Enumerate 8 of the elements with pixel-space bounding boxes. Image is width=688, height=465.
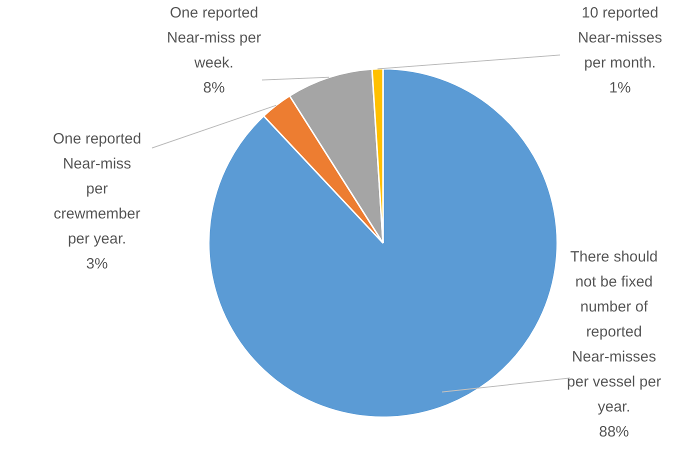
- data-label: 1%: [609, 80, 631, 97]
- slice-label: 10 reported Near-misses per month.: [578, 4, 662, 72]
- slice-label: One reported Near-miss per week.: [166, 4, 262, 72]
- data-label: 8%: [203, 80, 225, 97]
- slice-label: There should not be fixed number of reported Near-misses per vessel per year.: [566, 248, 662, 416]
- data-label: 3%: [86, 256, 108, 273]
- slice-label: One reported Near-miss per crewmember per year.: [52, 130, 142, 248]
- data-label: 88%: [598, 424, 630, 441]
